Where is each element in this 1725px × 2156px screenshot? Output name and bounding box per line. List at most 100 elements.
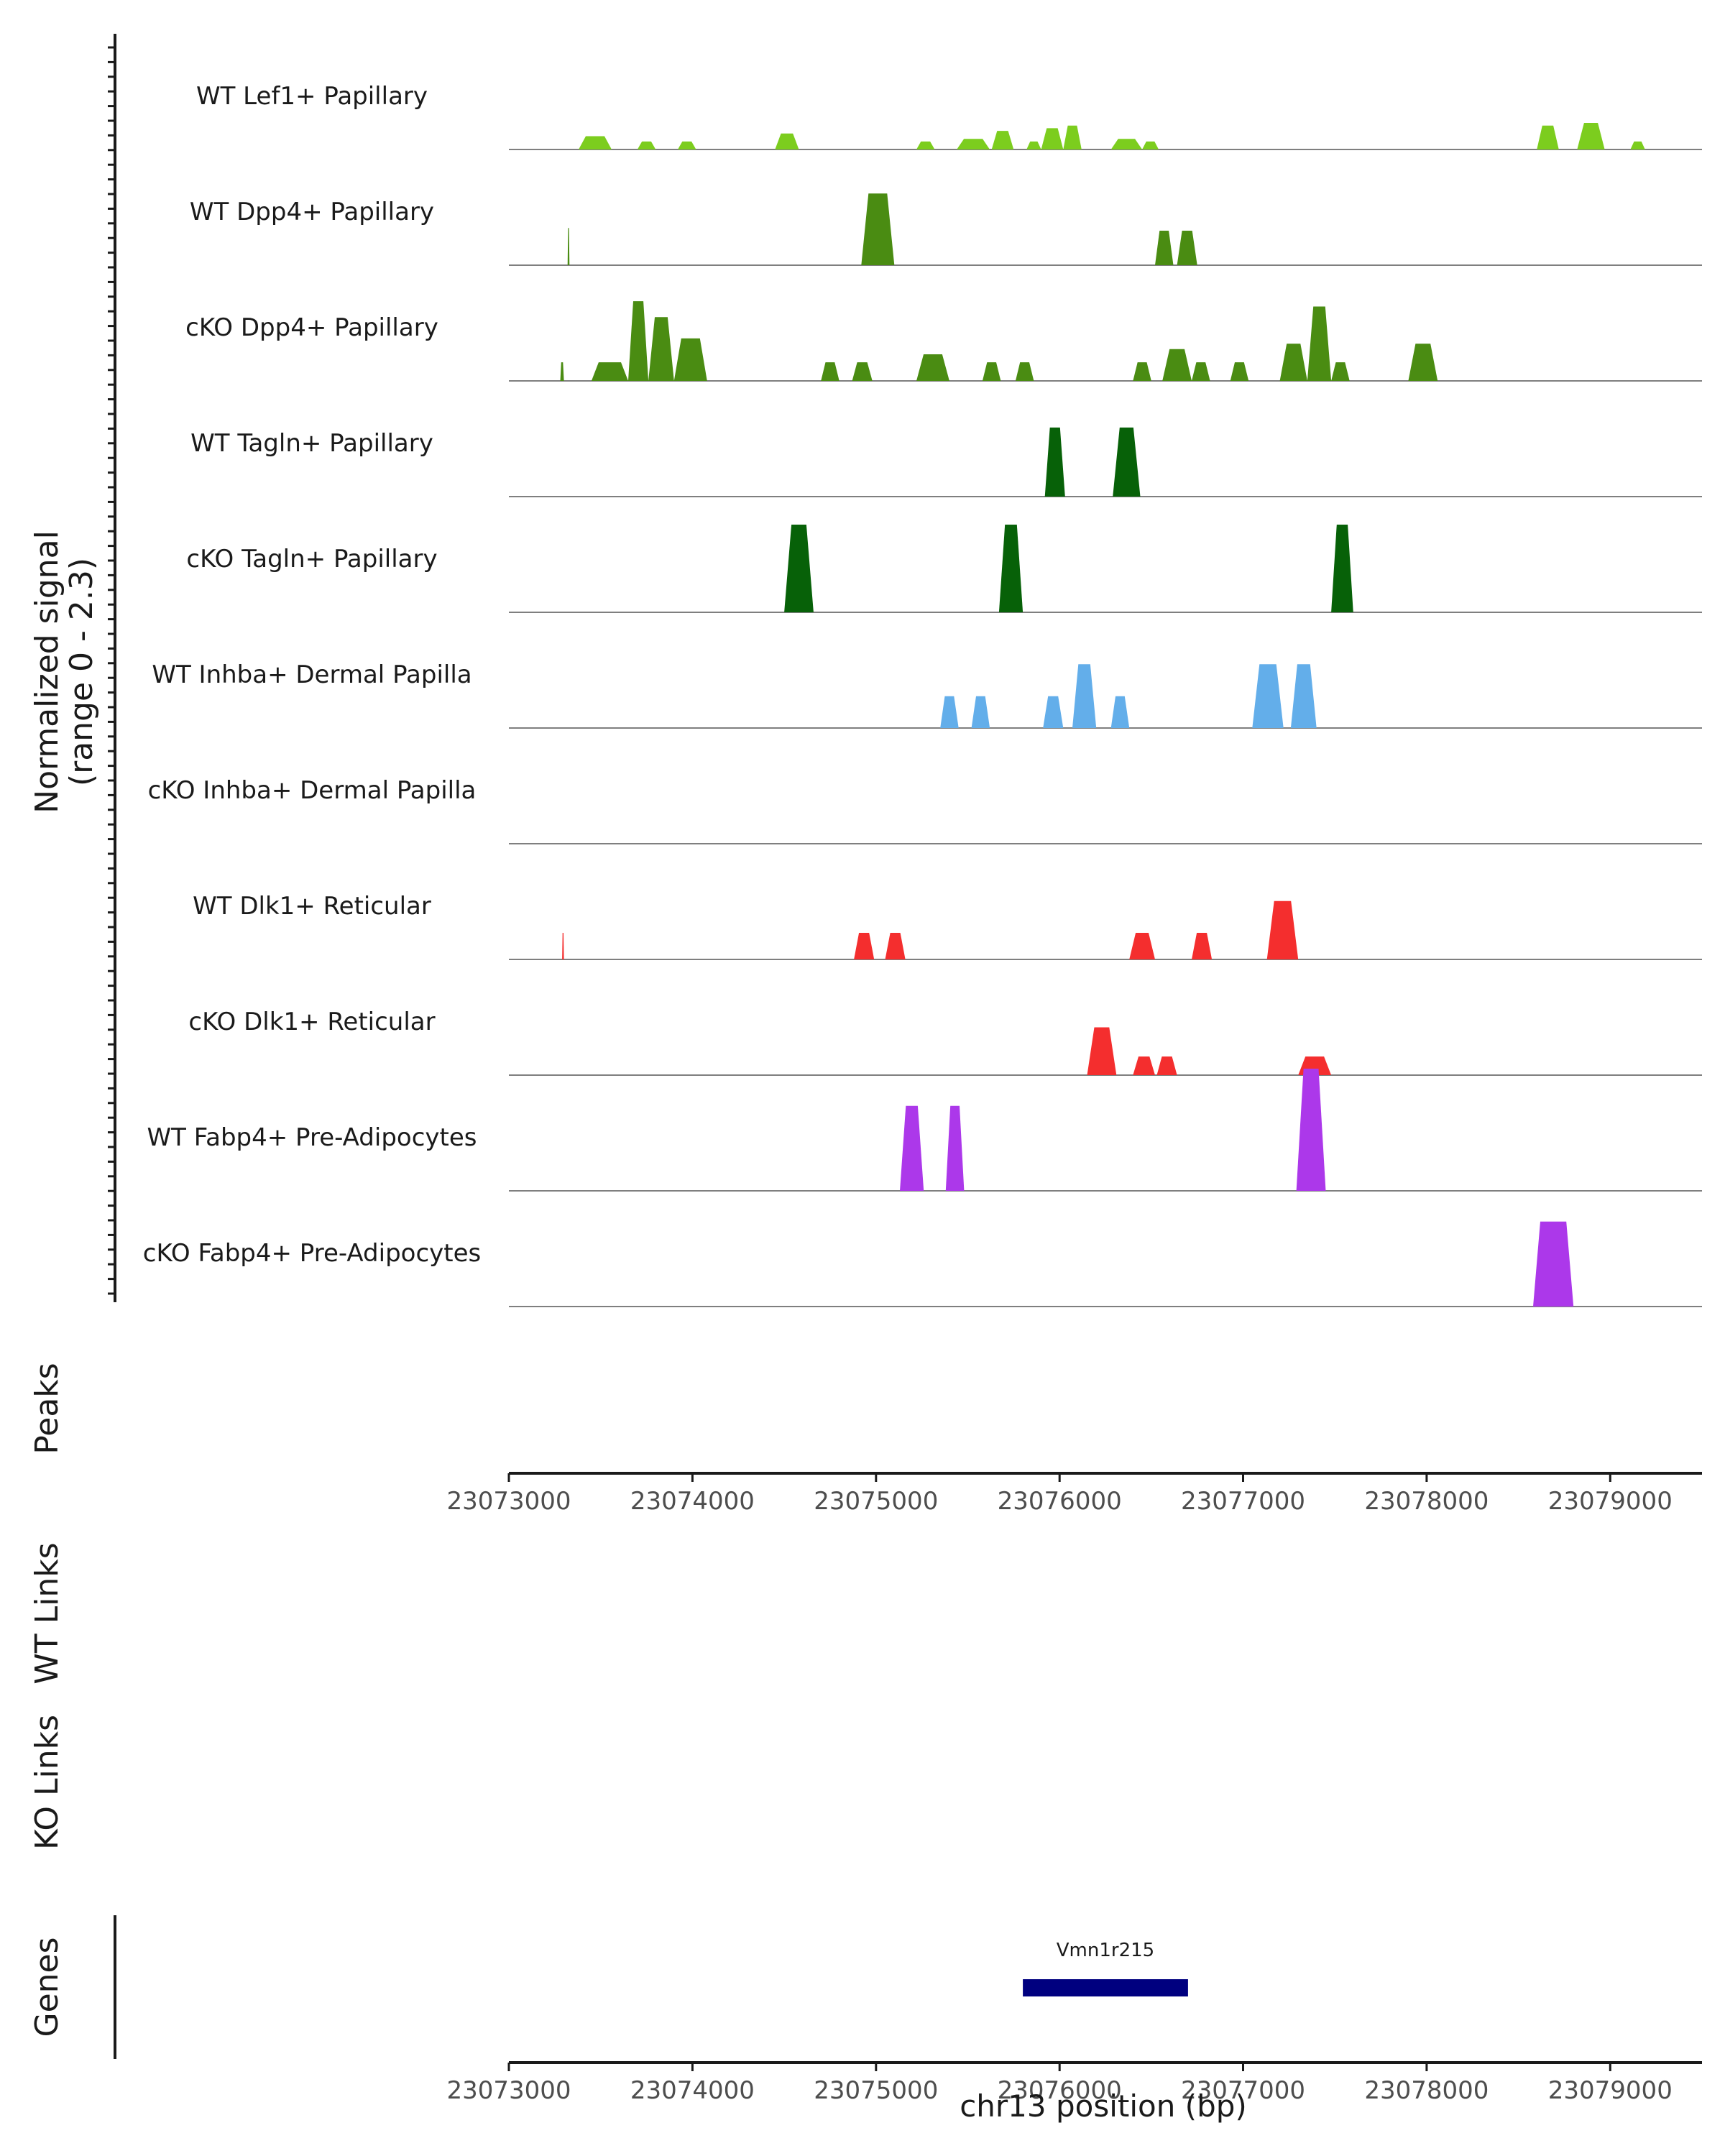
gene-track: Genes Vmn1r215 xyxy=(29,1915,1188,2059)
gene-body xyxy=(1023,1979,1188,1996)
x-tick-label: 23075000 xyxy=(814,2076,938,2105)
signal-y-axis xyxy=(108,34,116,1302)
extra-track-label: Peaks xyxy=(29,1363,65,1454)
x-tick-label: 23074000 xyxy=(630,2076,755,2105)
track-label: cKO Tagln+ Papillary xyxy=(186,545,437,573)
track-label: cKO Dlk1+ Reticular xyxy=(188,1008,435,1036)
signal-peak xyxy=(1266,900,1299,959)
extra-track-labels: Peaks WT Links KO Links xyxy=(29,1363,65,1850)
track-label: cKO Inhba+ Dermal Papilla xyxy=(148,776,477,805)
signal-peak xyxy=(628,301,649,381)
signal-peak xyxy=(591,362,628,381)
signal-peak xyxy=(916,141,935,149)
signal-peak xyxy=(678,141,696,149)
gene-name-label: Vmn1r215 xyxy=(1057,1940,1154,1961)
signal-peak xyxy=(1162,349,1192,381)
signal-peak xyxy=(1537,125,1559,149)
signal-peak xyxy=(916,354,949,381)
signal-peak xyxy=(1026,141,1041,149)
signal-peak xyxy=(1177,231,1197,265)
signal-peak xyxy=(1533,1221,1574,1307)
signal-peak xyxy=(1192,362,1210,381)
signal-peak xyxy=(1408,344,1438,381)
signal-peak xyxy=(1133,362,1151,381)
signal-peak xyxy=(1041,128,1064,149)
x-tick-label: 23073000 xyxy=(446,1487,571,1516)
signal-peak xyxy=(854,933,875,959)
signal-peak xyxy=(991,131,1014,149)
x-axis-top: 23073000 23074000 23075000 23076000 23077000… xyxy=(446,1472,1702,1516)
signal-peak xyxy=(1015,362,1034,381)
signal-peak xyxy=(1044,427,1065,497)
signal-peak xyxy=(1063,125,1082,149)
x-tick-label: 23078000 xyxy=(1364,2076,1489,2105)
signal-peak xyxy=(982,362,1001,381)
track-label: WT Fabp4+ Pre-Adipocytes xyxy=(147,1123,477,1152)
signal-peak xyxy=(1110,139,1143,149)
x-tick-label: 23079000 xyxy=(1548,1487,1673,1516)
signal-peak xyxy=(560,362,564,381)
extra-track-label: WT Links xyxy=(29,1542,65,1684)
x-axis-title: chr13 position (bp) xyxy=(960,2088,1247,2124)
x-tick-label: 23074000 xyxy=(630,1487,755,1516)
y-axis-range: (range 0 - 2.3) xyxy=(63,558,100,786)
signal-peak xyxy=(579,136,612,149)
signal-peak xyxy=(1110,696,1130,728)
signal-peak xyxy=(1630,141,1645,149)
signal-peak xyxy=(885,933,906,959)
x-tick-label: 23073000 xyxy=(446,2076,571,2105)
signal-peak xyxy=(971,696,990,728)
x-tick-label: 23075000 xyxy=(814,1487,938,1516)
signal-peak xyxy=(1252,664,1284,728)
track-label: WT Lef1+ Papillary xyxy=(196,82,428,111)
x-axis-bottom: 23073000 23074000 23075000 23076000 23077000… xyxy=(446,2061,1702,2105)
signal-peak xyxy=(1113,427,1141,497)
signal-peak xyxy=(784,525,814,612)
genes-track-label: Genes xyxy=(29,1937,65,2037)
signal-peak xyxy=(998,525,1024,612)
track-label: WT Dlk1+ Reticular xyxy=(193,892,431,921)
signal-peak xyxy=(1331,525,1353,612)
x-tick-label: 23077000 xyxy=(1181,2076,1305,2105)
track-label: WT Inhba+ Dermal Papilla xyxy=(152,660,472,689)
signal-peak xyxy=(1155,231,1174,265)
signal-peak xyxy=(1290,664,1317,728)
track-label: WT Tagln+ Papillary xyxy=(190,429,433,458)
x-tick-label: 23078000 xyxy=(1364,1487,1489,1516)
signal-peak xyxy=(1296,1069,1326,1191)
track-label: cKO Fabp4+ Pre-Adipocytes xyxy=(143,1239,482,1268)
coverage-tracks: WT Lef1+ Papillary WT Dpp4+ Papillary cKO … xyxy=(143,82,1702,1307)
signal-peak xyxy=(945,1105,965,1191)
signal-peak xyxy=(1142,141,1159,149)
signal-peak xyxy=(648,317,674,381)
x-tick-label: 23076000 xyxy=(998,2076,1122,2105)
signal-peak xyxy=(900,1105,924,1191)
signal-peak xyxy=(637,141,656,149)
x-tick-label: 23077000 xyxy=(1181,1487,1305,1516)
x-tick-label: 23076000 xyxy=(998,1487,1122,1516)
signal-peak xyxy=(1087,1027,1117,1075)
signal-peak xyxy=(852,362,873,381)
signal-peak xyxy=(940,696,959,728)
signal-peak xyxy=(1230,362,1249,381)
signal-peak xyxy=(1192,933,1213,959)
signal-peak xyxy=(1072,664,1097,728)
signal-peak xyxy=(775,133,799,149)
signal-peak xyxy=(567,228,570,265)
y-axis-title: Normalized signal xyxy=(29,530,65,814)
signal-peak xyxy=(1133,1056,1155,1075)
signal-peak xyxy=(562,933,564,959)
signal-peak xyxy=(861,193,895,265)
track-label: cKO Dpp4+ Papillary xyxy=(185,313,438,342)
signal-peak xyxy=(1307,306,1332,381)
signal-peak xyxy=(1156,1056,1177,1075)
signal-peak xyxy=(1331,362,1350,381)
x-tick-label: 23079000 xyxy=(1548,2076,1673,2105)
signal-peak xyxy=(1279,344,1307,381)
signal-peak xyxy=(1129,933,1155,959)
signal-peak xyxy=(1577,123,1605,149)
signal-peak xyxy=(957,139,990,149)
signal-peak xyxy=(821,362,840,381)
track-label: WT Dpp4+ Papillary xyxy=(190,198,434,226)
